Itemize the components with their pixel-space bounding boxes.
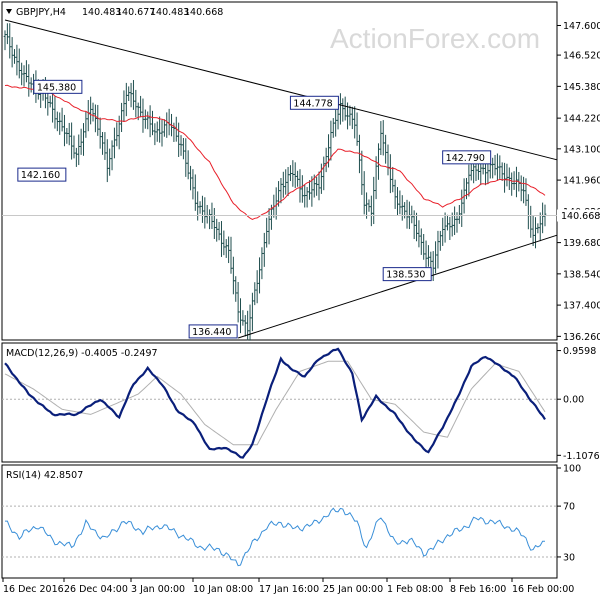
price-header-symbol: GBPJPY,H4	[16, 7, 66, 18]
last-price-tag: 140.668	[2, 209, 600, 222]
rsi-tick-label: 70	[563, 502, 575, 513]
x-tick-label: 17 Jan 16:00	[259, 584, 319, 595]
x-tick-label: 3 Jan 00:00	[131, 584, 185, 595]
header-triangle-icon	[6, 9, 12, 14]
x-tick-label: 25 Jan 00:00	[323, 584, 383, 595]
rsi-panel-frame	[1, 464, 558, 579]
price-annotation-label: 142.160	[21, 170, 60, 181]
x-tick-label: 26 Dec 04:00	[64, 584, 128, 595]
macd-tick-label: 0.9598	[563, 346, 596, 357]
price-annotation: 136.440	[188, 324, 238, 339]
price-annotation: 142.160	[17, 167, 67, 182]
price-header-low: 140.483	[150, 7, 189, 18]
rsi-line	[5, 507, 546, 567]
last-price-text: 140.668	[561, 211, 600, 222]
price-tick-label: 143.100	[563, 144, 600, 155]
x-tick-label: 8 Feb 16:00	[450, 584, 506, 595]
watermark: ActionForex.com	[330, 23, 540, 54]
price-annotation-label: 136.440	[192, 327, 231, 338]
macd-tick-label: -1.1076	[563, 451, 600, 462]
x-tick-label: 10 Jan 08:00	[193, 584, 253, 595]
price-annotation-label: 138.530	[386, 270, 425, 281]
rsi-tick-label: 100	[563, 464, 581, 475]
macd-tick-label: 0.00	[563, 395, 584, 406]
price-header-close: 140.668	[184, 7, 223, 18]
x-tick-label: 16 Feb 00:00	[512, 584, 574, 595]
macd-panel-frame	[1, 342, 558, 463]
price-annotation-label: 144.778	[293, 98, 332, 109]
macd-header: MACD(12,26,9) -0.4005 -0.2497	[6, 348, 158, 359]
rsi-header: RSI(14) 42.8507	[6, 470, 83, 481]
trendline	[4, 19, 558, 161]
price-annotation-label: 145.380	[37, 82, 76, 93]
x-tick-label: 1 Feb 08:00	[387, 584, 443, 595]
price-annotation: 138.530	[382, 267, 432, 282]
price-header-high: 140.677	[116, 7, 155, 18]
macd-signal-line	[4, 360, 546, 446]
price-tick-label: 147.600	[563, 21, 600, 32]
macd-line	[4, 347, 546, 459]
rsi-tick-label: 30	[563, 552, 575, 563]
price-annotation: 144.778	[289, 95, 339, 110]
price-tick-label: 144.220	[563, 114, 600, 125]
price-tick-label: 137.400	[563, 301, 600, 312]
price-tick-label: 146.520	[563, 51, 600, 62]
price-tick-label: 145.380	[563, 82, 600, 93]
price-panel-frame	[1, 1, 558, 341]
price-annotation: 145.380	[33, 79, 83, 94]
price-annotation-label: 142.790	[446, 153, 485, 164]
price-tick-label: 141.960	[563, 176, 600, 187]
price-tick-label: 139.680	[563, 238, 600, 249]
x-tick-label: 16 Dec 2016	[3, 584, 64, 595]
price-tick-label: 138.540	[563, 269, 600, 280]
price-annotation: 142.790	[442, 150, 492, 165]
moving-average-line	[4, 84, 546, 220]
last-price-box	[557, 209, 599, 222]
price-header-open: 140.483	[82, 7, 121, 18]
price-tick-label: 136.260	[563, 332, 600, 343]
trendline	[237, 234, 558, 339]
